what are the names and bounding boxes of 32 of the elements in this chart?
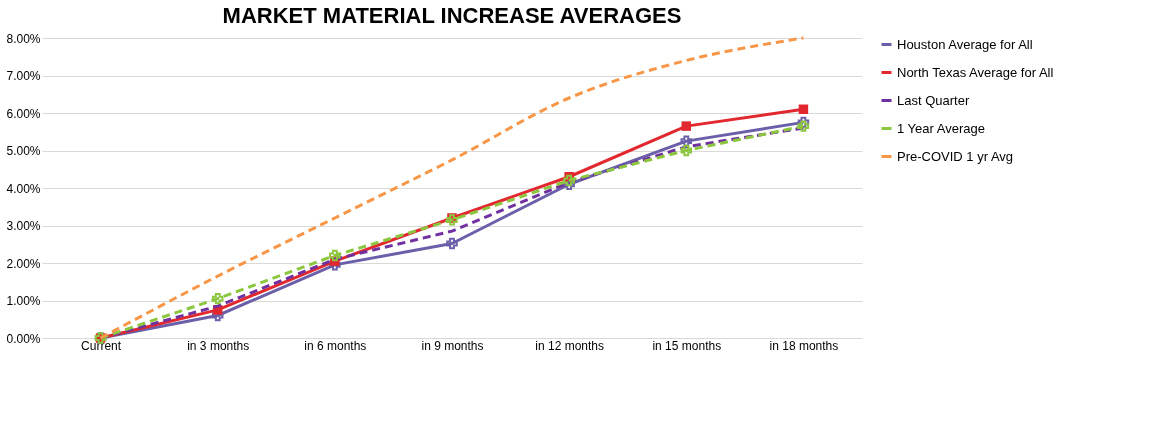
point <box>446 237 458 250</box>
legend-label: Last Quarter <box>897 92 970 108</box>
legend-label: 1 Year Average <box>897 120 985 136</box>
y-tick-label: 7.00% <box>6 69 41 83</box>
y-tick-label: 4.00% <box>6 181 41 196</box>
y-tick-label: 8.00% <box>6 31 41 46</box>
point <box>797 116 810 129</box>
y-tick-label: 0.00% <box>6 331 41 346</box>
y-tick-label: 3.00% <box>6 219 41 233</box>
x-tick-label: in 6 months <box>304 338 367 353</box>
x-tick-label: in 12 months <box>535 338 604 353</box>
point <box>680 135 693 147</box>
y-tick-label: 2.00% <box>6 256 41 271</box>
x-tick-label: in 15 months <box>652 338 722 353</box>
point <box>681 121 692 131</box>
point <box>563 174 575 187</box>
y-tick-label: 5.00% <box>6 144 41 158</box>
point <box>211 292 224 305</box>
x-tick-label: in 9 months <box>421 338 484 353</box>
point <box>797 120 810 132</box>
y-tick-label: 6.00% <box>6 106 41 121</box>
legend-label: Houston Average for All <box>897 36 1033 52</box>
legend-label: Pre-COVID 1 yr Avg <box>897 148 1014 164</box>
point <box>329 249 341 262</box>
y-tick-label: 1.00% <box>6 294 41 308</box>
x-tick-label: in 3 months <box>187 338 250 353</box>
x-tick-label: in 18 months <box>769 338 839 353</box>
x-tick-label: Current <box>81 338 122 353</box>
legend-label: North Texas Average for All <box>897 64 1054 80</box>
point <box>798 104 809 114</box>
chart-title: MARKET MATERIAL INCREASE AVERAGES <box>222 3 682 28</box>
point <box>680 144 693 157</box>
